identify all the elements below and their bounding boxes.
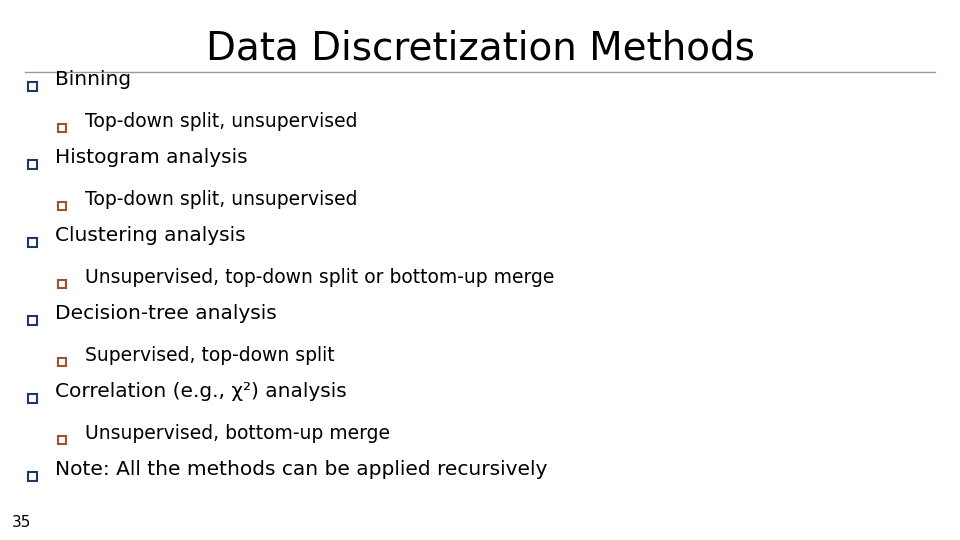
Text: Correlation (e.g., χ²) analysis: Correlation (e.g., χ²) analysis [55, 382, 347, 401]
FancyBboxPatch shape [28, 159, 36, 168]
Text: Note: All the methods can be applied recursively: Note: All the methods can be applied rec… [55, 460, 547, 479]
FancyBboxPatch shape [28, 82, 36, 91]
Text: Unsupervised, bottom-up merge: Unsupervised, bottom-up merge [85, 424, 390, 443]
FancyBboxPatch shape [58, 358, 66, 366]
Text: Data Discretization Methods: Data Discretization Methods [205, 30, 755, 68]
FancyBboxPatch shape [28, 238, 36, 246]
Text: Unsupervised, top-down split or bottom-up merge: Unsupervised, top-down split or bottom-u… [85, 268, 554, 287]
Text: 35: 35 [12, 515, 32, 530]
Text: Clustering analysis: Clustering analysis [55, 226, 246, 245]
Text: Supervised, top-down split: Supervised, top-down split [85, 346, 335, 365]
FancyBboxPatch shape [58, 280, 66, 288]
Text: Histogram analysis: Histogram analysis [55, 148, 248, 167]
FancyBboxPatch shape [28, 315, 36, 325]
FancyBboxPatch shape [58, 436, 66, 444]
Text: Decision-tree analysis: Decision-tree analysis [55, 304, 276, 323]
FancyBboxPatch shape [58, 202, 66, 210]
Text: Top-down split, unsupervised: Top-down split, unsupervised [85, 190, 357, 209]
Text: Top-down split, unsupervised: Top-down split, unsupervised [85, 112, 357, 131]
FancyBboxPatch shape [28, 471, 36, 481]
FancyBboxPatch shape [58, 124, 66, 132]
Text: Binning: Binning [55, 70, 132, 89]
FancyBboxPatch shape [28, 394, 36, 402]
